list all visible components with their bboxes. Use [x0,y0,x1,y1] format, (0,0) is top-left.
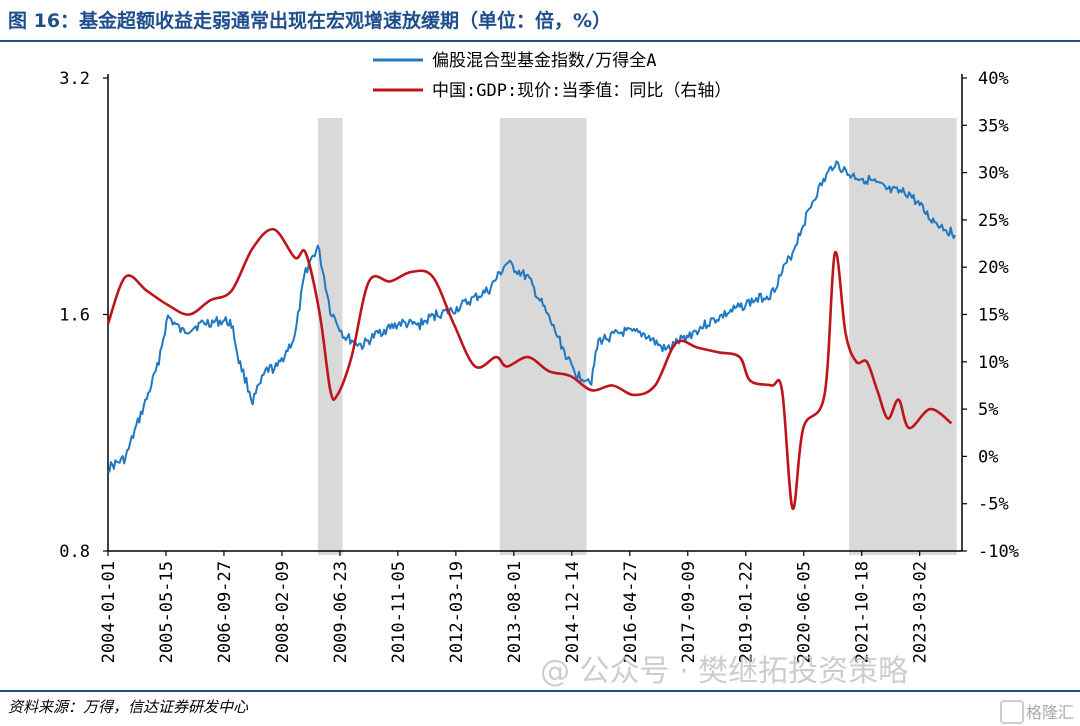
legend-label-2: 中国:GDP:现价:当季值：同比（右轴） [432,81,731,101]
x-tick-label: 2016-04-27 [621,561,641,663]
right-tick-label: 25% [978,211,1009,231]
right-tick-label: 15% [978,306,1009,326]
chart-axes: 0.8 1.6 3.2 -10% -5% 0% 5% 10% 15% 20% 25% 30% 35% 40… [59,69,1019,663]
right-tick-label: -5% [978,495,1009,515]
right-tick-label: 10% [978,353,1009,373]
x-tick-label: 2004-01-01 [99,561,119,663]
x-tick-label: 2020-06-05 [795,561,815,663]
shaded-periods [317,118,957,555]
figure-title: 图 16：基金超额收益走弱通常出现在宏观增速放缓期（单位：倍，%） [8,10,612,32]
series-line-2 [106,228,953,510]
chart-svg: 0.8 1.6 3.2 -10% -5% 0% 5% 10% 15% 20% 25% 30% 35% 40… [59,51,1019,663]
legend-label-1: 偏股混合型基金指数/万得全A [432,51,656,71]
right-tick-label: -10% [978,542,1019,562]
right-tick-label: 40% [978,69,1009,89]
source-note: 资料来源：万得，信达证券研发中心 [8,698,249,716]
left-tick-label: 0.8 [59,542,90,562]
right-tick-label: 20% [978,258,1009,278]
x-tick-label: 2023-03-02 [911,561,931,663]
shaded-period-1 [317,118,343,555]
right-tick-label: 5% [978,400,998,420]
watermark-badge: 格隆汇 [1026,703,1075,722]
x-tick-label: 2013-08-01 [505,561,525,663]
watermark-logo-icon [1000,700,1024,724]
x-tick-label: 2010-11-05 [389,561,409,663]
x-tick-label: 2005-05-15 [157,561,177,663]
watermark-text: @ 公众号 · 樊继拓投资策略 [540,654,909,689]
right-tick-label: 30% [978,164,1009,184]
right-tick-label: 0% [978,447,998,467]
x-tick-label: 2006-09-27 [215,561,235,663]
x-tick-label: 2008-02-09 [273,561,293,663]
series-line-1 [107,160,956,473]
chart-legend: 偏股混合型基金指数/万得全A 中国:GDP:现价:当季值：同比（右轴） [373,51,731,101]
title-rule [0,40,1080,42]
chart-series [106,160,956,510]
x-tick-label: 2014-12-14 [563,561,583,663]
left-tick-label: 3.2 [59,69,90,89]
x-tick-label: 2021-10-18 [853,561,873,663]
x-tick-label: 2017-09-09 [679,561,699,663]
left-tick-label: 1.6 [59,306,90,326]
shaded-period-2 [499,118,587,555]
x-tick-label: 2012-03-19 [447,561,467,663]
x-tick-label: 2019-01-22 [737,561,757,663]
right-tick-label: 35% [978,116,1009,136]
footer-rule [0,690,1080,692]
x-tick-label: 2009-06-23 [331,561,351,663]
